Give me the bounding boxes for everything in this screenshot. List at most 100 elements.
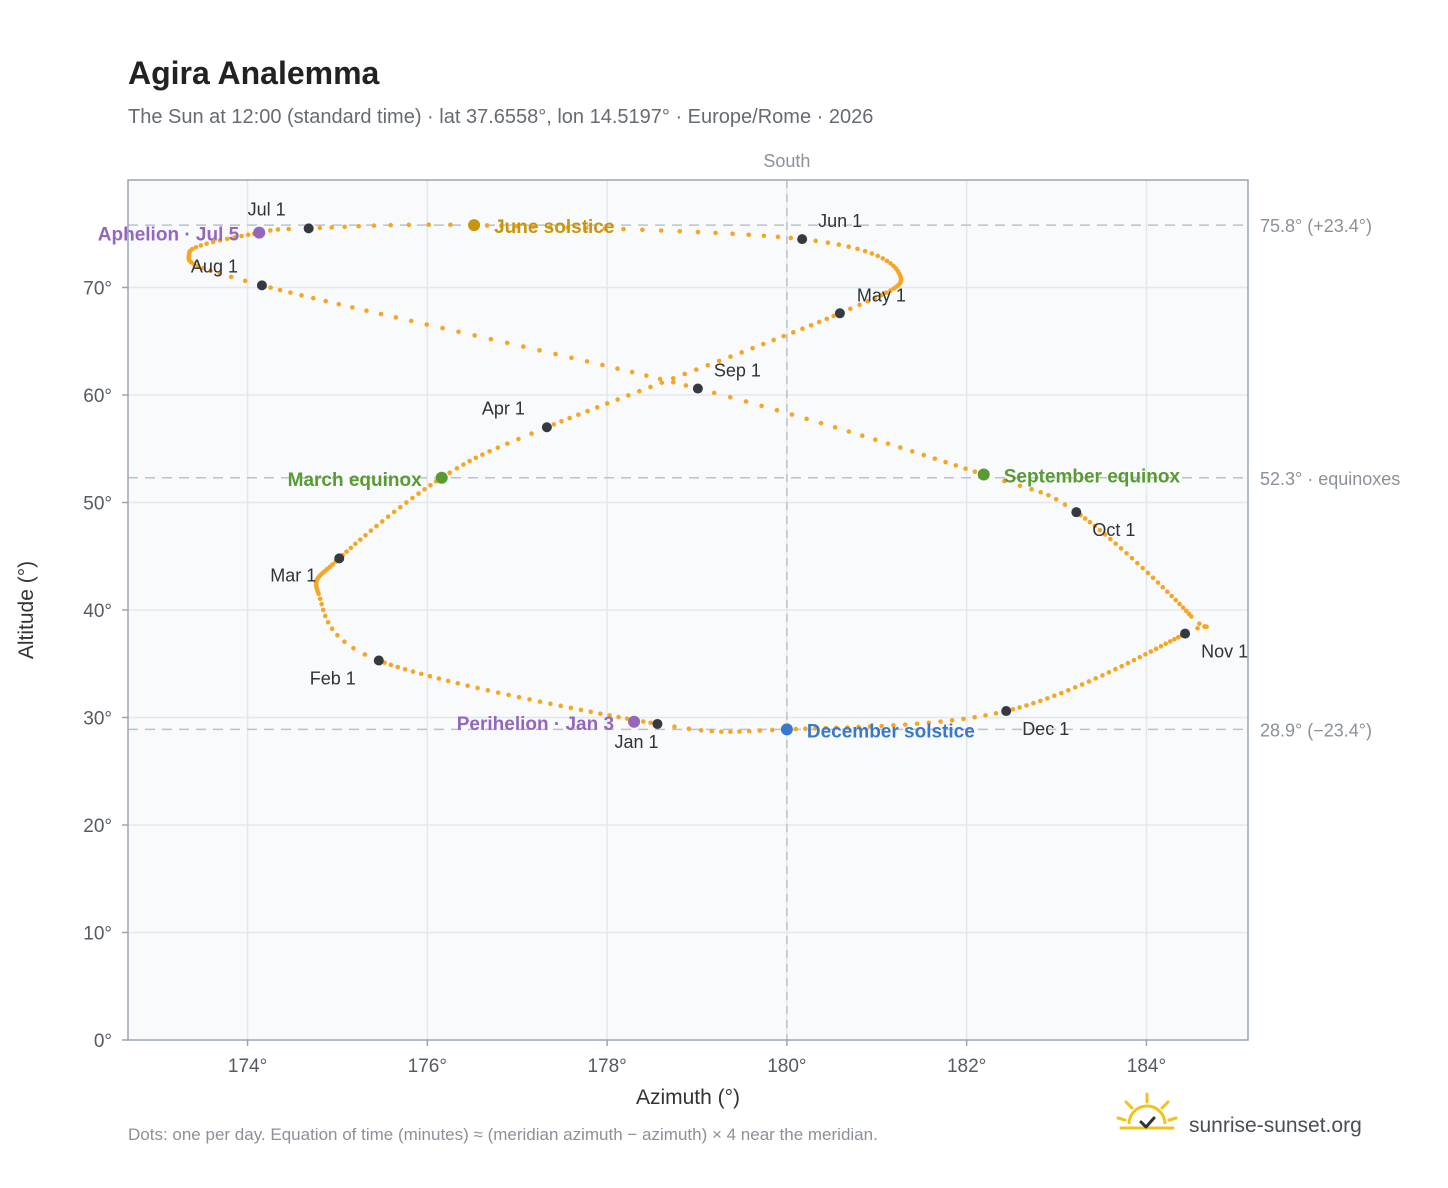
daily-sun-dot <box>602 226 607 231</box>
daily-sun-dot <box>329 626 335 631</box>
daily-sun-dot <box>371 223 377 228</box>
chart-title: Agira Analemma <box>128 55 380 91</box>
daily-sun-dot <box>972 714 977 720</box>
daily-sun-dot <box>1108 536 1113 542</box>
daily-sun-dot <box>1029 486 1034 492</box>
daily-sun-dot <box>368 528 374 534</box>
daily-sun-dot <box>447 470 453 476</box>
daily-sun-dot <box>1097 527 1103 533</box>
daily-sun-dot <box>865 298 871 304</box>
daily-sun-dot <box>465 683 470 688</box>
daily-sun-dot <box>424 322 430 327</box>
daily-sun-dot <box>658 228 664 233</box>
daily-sun-dot <box>521 344 526 349</box>
event-label: September equinox <box>1004 467 1181 488</box>
daily-sun-dot <box>379 519 385 524</box>
x-tick-label: 182° <box>947 1056 986 1077</box>
daily-sun-dot <box>191 261 197 267</box>
daily-sun-dot <box>268 285 273 290</box>
daily-sun-dot <box>488 336 494 342</box>
daily-sun-dot <box>578 707 584 713</box>
daily-sun-dot <box>1017 705 1022 710</box>
daily-sun-dot <box>484 223 490 228</box>
month-marker <box>692 383 703 394</box>
daily-sun-dot <box>1160 584 1166 590</box>
daily-sun-dot <box>448 222 453 228</box>
daily-sun-dot <box>879 723 885 729</box>
month-markers: Jan 1 Feb 1 Mar 1 Apr 1 May 1 Jun 1 Jul 1 Aug 1… <box>191 199 1248 752</box>
daily-sun-dot <box>388 662 394 668</box>
event-marker <box>435 471 448 484</box>
y-tick-label: 30° <box>83 709 112 730</box>
daily-sun-dot <box>718 729 724 734</box>
daily-sun-dot <box>914 721 920 727</box>
daily-sun-dot <box>789 412 795 417</box>
daily-sun-dot <box>888 288 893 293</box>
daily-sun-dot <box>867 724 873 729</box>
daily-sun-dot <box>576 412 581 417</box>
daily-sun-dot <box>682 371 688 377</box>
daily-sun-dot <box>953 463 959 468</box>
daily-sun-dot <box>823 725 828 731</box>
daily-sun-dot <box>467 458 472 464</box>
daily-sun-dot <box>357 537 363 542</box>
month-marker <box>1180 628 1191 639</box>
month-marker <box>652 718 663 729</box>
daily-sun-dot <box>813 238 818 244</box>
reference-lines: South 75.8° (+23.4°) 52.3° · equinoxes 28.9… <box>128 151 1400 1040</box>
daily-sun-dot <box>730 231 735 237</box>
daily-sun-dot <box>1163 641 1169 647</box>
daily-sun-dot <box>926 720 932 726</box>
daily-sun-dot <box>909 449 915 454</box>
daily-sun-dot <box>363 532 368 538</box>
daily-sun-dot <box>461 462 466 467</box>
daily-sun-dot <box>621 226 626 232</box>
daily-sun-dot <box>245 232 251 238</box>
month-label: Nov 1 <box>1201 642 1248 662</box>
daily-sun-dot <box>1079 682 1085 687</box>
daily-sun-dot <box>774 407 780 413</box>
daily-sun-dot <box>408 318 414 324</box>
event-marker <box>628 715 641 728</box>
daily-sun-dot <box>351 645 356 651</box>
chart-subtitle: The Sun at 12:00 (standard time) · lat 3… <box>128 106 873 128</box>
daily-sun-dot <box>885 441 891 446</box>
daily-sun-dot <box>746 728 752 734</box>
daily-sun-dot <box>831 313 836 319</box>
daily-sun-dot <box>594 405 600 410</box>
daily-sun-dot <box>277 287 283 293</box>
month-label: May 1 <box>857 285 906 305</box>
daily-sun-dot <box>342 224 347 230</box>
daily-sun-dot <box>1118 546 1124 551</box>
daily-sun-dot <box>410 495 415 501</box>
x-tick-label: 176° <box>408 1056 447 1077</box>
month-label: Jul 1 <box>248 199 286 219</box>
daily-sun-dot <box>884 258 890 264</box>
daily-sun-dot <box>1119 663 1125 669</box>
daily-sun-dot <box>217 238 223 243</box>
daily-sun-dot <box>436 676 442 681</box>
daily-sun-dot <box>677 228 683 234</box>
daily-sun-dot <box>739 350 744 355</box>
daily-sun-dot <box>790 330 796 335</box>
daily-sun-dot <box>487 448 492 454</box>
daily-sun-dot <box>1038 489 1043 495</box>
y-tick-label: 10° <box>83 924 112 945</box>
daily-sun-dot <box>1148 649 1154 654</box>
y-axis-title: Altitude (°) <box>15 561 38 659</box>
daily-sun-dot <box>427 673 433 679</box>
daily-sun-dot <box>391 509 397 515</box>
daily-sun-dot <box>1175 634 1181 640</box>
daily-sun-dot <box>624 716 630 721</box>
daily-sun-dot <box>648 384 653 390</box>
daily-sun-dot <box>1140 565 1145 571</box>
event-marker <box>977 468 990 481</box>
sun-check-icon <box>1116 1092 1178 1130</box>
daily-sun-dot <box>607 713 612 718</box>
daily-sun-dot <box>551 422 557 427</box>
daily-sun-dot <box>1158 643 1164 649</box>
daily-sun-dot <box>875 253 881 259</box>
daily-sun-dot <box>1102 532 1108 537</box>
y-tick-label: 50° <box>83 494 112 515</box>
month-marker <box>334 553 345 564</box>
